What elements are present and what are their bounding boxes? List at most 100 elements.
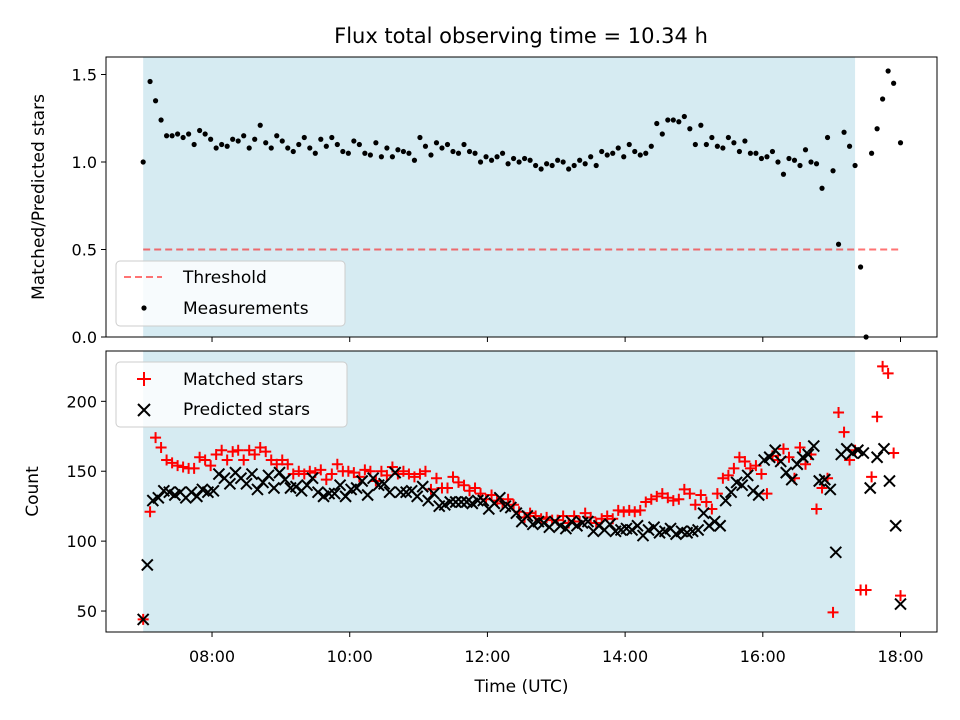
matched-star-point [761,488,773,500]
measurement-point [158,117,164,123]
measurement-point [824,134,831,141]
measurement-point [533,162,539,169]
matched-star-point [430,472,442,484]
predicted-star-point [366,472,380,485]
measurement-point [720,145,726,151]
matched-star-point [645,493,657,505]
matched-star-point [161,454,173,466]
predicted-star-point [870,451,884,464]
measurement-point [318,136,324,142]
measurement-point [384,145,390,151]
measurements-legend-label: Measurements [183,299,309,319]
matched-star-point [348,467,360,479]
matched-star-point [199,454,211,466]
matched-star-point [177,461,189,473]
predicted-star-point [455,495,468,509]
predicted-star-point [152,491,165,504]
predicted-star-point [691,523,705,537]
measurement-point [290,148,296,155]
ratio-y-axis-label: Matched/Predicted stars [29,94,49,300]
measurement-point [186,131,192,137]
measurement-point [329,134,335,141]
measurement-point [808,159,814,165]
matched-star-point [271,458,283,470]
matched-star-point [210,448,222,460]
measurement-point [846,143,853,149]
matched-star-point [794,441,806,453]
predicted-star-point [471,494,484,507]
predicted-star-point [251,483,264,496]
matched-star-point [353,471,365,483]
matched-star-point [838,426,850,438]
measurement-point [841,129,847,135]
matched-star-point [866,471,878,483]
predicted-star-point [724,485,738,499]
measurement-point [643,150,649,156]
matched-star-point [739,455,751,467]
matched-star-point [895,590,907,602]
chart-title: Flux total observing time = 10.34 h [334,24,708,48]
measurement-point [648,143,654,149]
measurement-point [257,122,263,128]
predicted-star-point [245,467,259,481]
measurement-point [830,168,836,174]
count-axes-frame [105,350,938,633]
predicted-star-point [350,481,363,495]
y-tick-label: 0.0 [72,328,97,347]
count-panel: 50 100 150 200 08:00 10:00 12:00 14:00 16:00 18:… [23,350,938,697]
predicted-star-point [394,485,407,499]
matched-star-point [877,360,889,372]
matched-star-point [700,496,712,508]
matched-star-point [464,485,476,497]
matched-star-point [722,469,734,481]
measurement-point [246,145,252,151]
measurement-point [296,141,302,148]
matched-star-point [359,464,371,476]
measurement-point [780,171,787,177]
predicted-star-point [355,474,369,488]
x-tick-label: 08:00 [189,647,235,666]
measurement-point [140,159,146,165]
matched-star-point [458,479,470,491]
y-tick-label: 1.0 [72,153,97,172]
matched-star-point [755,468,767,480]
measurement-point [202,131,208,137]
matched-star-point [408,471,420,483]
matched-star-point [260,446,272,458]
predicted-star-point [361,488,374,502]
measurement-point [499,150,506,156]
measurement-point [235,138,241,144]
measurement-point [544,161,550,167]
measurement-point [709,134,715,141]
measurement-point [687,126,693,132]
y-tick-label: 0.5 [72,241,97,260]
predicted-star-point [322,487,336,500]
measurement-point [406,150,412,156]
measurement-points [140,68,904,340]
measurement-point [676,119,682,125]
predicted-star-point [713,519,727,532]
predicted-star-point [631,519,644,532]
matched-star-point [331,458,343,470]
measurement-point [897,140,904,146]
measurements-legend-swatch [141,305,147,311]
matched-star-point [717,472,729,484]
measurement-point [197,127,203,134]
matched-star-point [678,483,690,495]
matched-star-point [733,451,745,463]
matched-star-point [397,465,409,477]
matched-star-point [172,460,184,472]
predicted-star-point [278,473,292,486]
matched-star-point [684,488,696,500]
predicted-star-point [416,480,429,493]
matched-star-point [194,451,206,463]
measurement-point [285,145,291,151]
count-legend-box [115,361,348,428]
predicted-star-point [240,477,253,491]
measurement-point [444,141,451,148]
measurement-point [400,148,407,155]
measurement-point [599,148,605,155]
predicted-star-point [383,485,396,499]
measurement-point [692,141,698,148]
measurement-point [488,157,495,163]
